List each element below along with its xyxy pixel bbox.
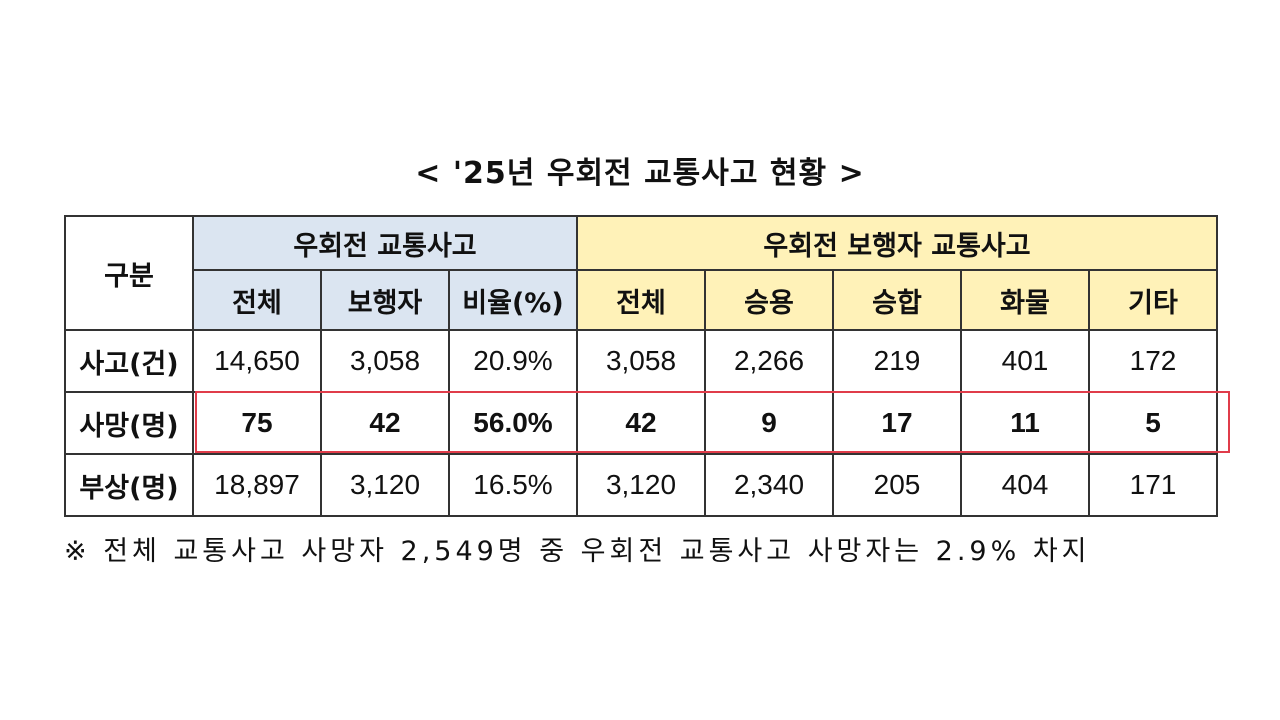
table-cell: 3,120: [576, 453, 706, 517]
column-header: 보행자: [320, 269, 450, 331]
table-cell: 404: [960, 453, 1090, 517]
table-cell: 3,120: [320, 453, 450, 517]
table-cell: 171: [1088, 453, 1218, 517]
table-cell: 42: [320, 391, 450, 455]
column-header: 전체: [192, 269, 322, 331]
column-header: 승합: [832, 269, 962, 331]
table-cell: 2,266: [704, 329, 834, 393]
table-cell: 18,897: [192, 453, 322, 517]
table-title: < '25년 우회전 교통사고 현황 >: [415, 156, 865, 191]
table-cell: 3,058: [576, 329, 706, 393]
table-cell: 20.9%: [448, 329, 578, 393]
header-row-groups: 구분 우회전 교통사고 우회전 보행자 교통사고: [64, 215, 1218, 331]
table-cell: 11: [960, 391, 1090, 455]
table-cell: 17: [832, 391, 962, 455]
column-header: 승용: [704, 269, 834, 331]
table-cell: 16.5%: [448, 453, 578, 517]
table-cell: 401: [960, 329, 1090, 393]
header-row-columns: 전체 보행자 비율(%) 전체 승용 승합 화물 기타: [65, 269, 1218, 331]
group-header-right-turn: 우회전 교통사고: [192, 215, 578, 271]
row-label: 사망(명): [64, 391, 194, 455]
table-cell: 3,058: [320, 329, 450, 393]
table-cell: 9: [704, 391, 834, 455]
table-cell: 172: [1088, 329, 1218, 393]
column-header: 비율(%): [448, 269, 578, 331]
column-header: 전체: [576, 269, 706, 331]
accident-table-container: 구분 우회전 교통사고 우회전 보행자 교통사고 전체 보행자 비율(%) 전체…: [64, 215, 1218, 517]
table-cell: 42: [576, 391, 706, 455]
table-row-deaths: 사망(명) 75 42 56.0% 42 9 17 11 5: [64, 391, 1218, 455]
row-label: 사고(건): [64, 329, 194, 393]
table-row-accidents: 사고(건) 14,650 3,058 20.9% 3,058 2,266 219…: [64, 329, 1218, 393]
footnote: ※ 전체 교통사고 사망자 2,549명 중 우회전 교통사고 사망자는 2.9…: [64, 536, 1091, 567]
category-header: 구분: [64, 215, 194, 331]
table-cell: 2,340: [704, 453, 834, 517]
table-cell: 5: [1088, 391, 1218, 455]
column-header: 화물: [960, 269, 1090, 331]
table-cell: 219: [832, 329, 962, 393]
group-header-right-turn-pedestrian: 우회전 보행자 교통사고: [576, 215, 1218, 271]
table-cell: 14,650: [192, 329, 322, 393]
row-label: 부상(명): [64, 453, 194, 517]
table-cell: 56.0%: [448, 391, 578, 455]
column-header: 기타: [1088, 269, 1218, 331]
accident-table: 구분 우회전 교통사고 우회전 보행자 교통사고 전체 보행자 비율(%) 전체…: [64, 215, 1218, 517]
table-cell: 205: [832, 453, 962, 517]
table-row-injuries: 부상(명) 18,897 3,120 16.5% 3,120 2,340 205…: [64, 453, 1218, 517]
table-cell: 75: [192, 391, 322, 455]
